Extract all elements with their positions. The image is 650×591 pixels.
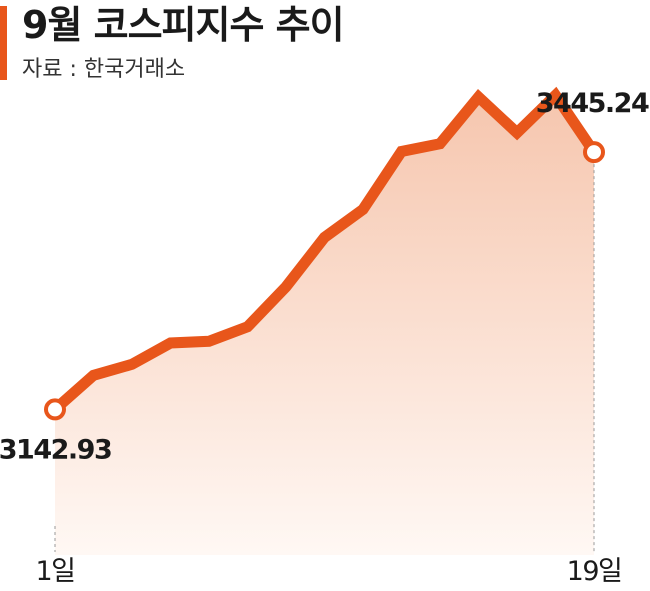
area-fill <box>55 95 594 556</box>
title-accent-bar <box>0 6 7 80</box>
source-note: 자료 : 한국거래소 <box>22 57 186 82</box>
x-tick-label-start: 1일 <box>35 556 74 587</box>
x-tick-label-end: 19일 <box>567 556 622 587</box>
end-value-label: 3445.24 <box>536 88 649 119</box>
chart-title: 9월 코스피지수 추이 <box>22 3 345 47</box>
series-line <box>49 86 600 415</box>
start-point-marker <box>44 398 66 421</box>
start-value-label: 3142.93 <box>0 434 111 465</box>
end-point-marker <box>583 141 605 164</box>
